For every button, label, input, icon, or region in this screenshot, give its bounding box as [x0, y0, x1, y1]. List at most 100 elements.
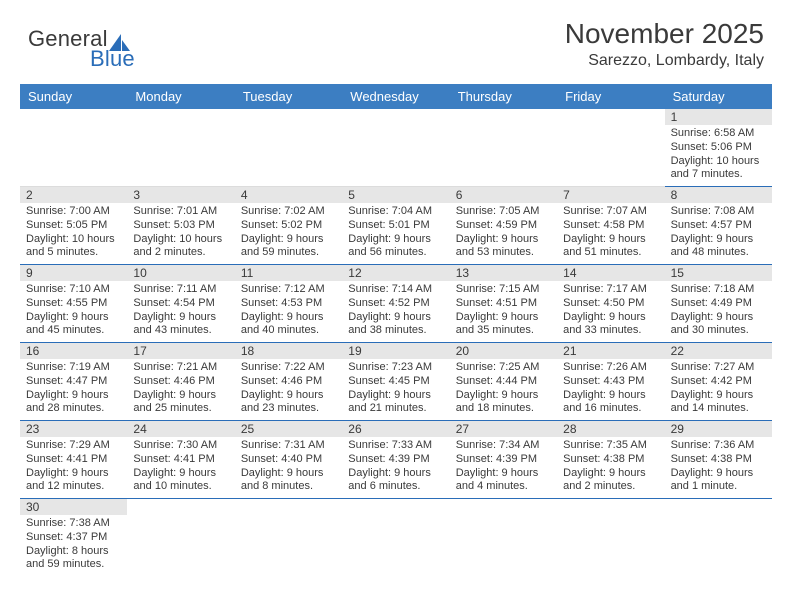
- cell-text: Sunrise: 7:36 AM: [671, 439, 766, 453]
- day-number: 9: [20, 265, 127, 281]
- cell-text: and 38 minutes.: [348, 324, 443, 338]
- calendar-cell: 18Sunrise: 7:22 AMSunset: 4:46 PMDayligh…: [235, 343, 342, 421]
- day-number: 11: [235, 265, 342, 281]
- cell-text: Sunrise: 7:19 AM: [26, 361, 121, 375]
- cell-text: Sunrise: 7:04 AM: [348, 205, 443, 219]
- calendar-cell: [342, 109, 449, 187]
- cell-text: Sunset: 4:53 PM: [241, 297, 336, 311]
- cell-text: Sunrise: 7:14 AM: [348, 283, 443, 297]
- month-title: November 2025: [565, 18, 764, 50]
- day-number: 30: [20, 499, 127, 515]
- cell-text: Sunrise: 7:30 AM: [133, 439, 228, 453]
- cell-text: Daylight: 9 hours: [241, 467, 336, 481]
- day-number: 24: [127, 421, 234, 437]
- week-row: 1Sunrise: 6:58 AMSunset: 5:06 PMDaylight…: [20, 109, 772, 187]
- cell-text: Sunset: 4:43 PM: [563, 375, 658, 389]
- day-number: 14: [557, 265, 664, 281]
- cell-text: Sunset: 4:37 PM: [26, 531, 121, 545]
- cell-text: and 4 minutes.: [456, 480, 551, 494]
- day-number: 2: [20, 187, 127, 203]
- cell-text: Daylight: 9 hours: [133, 311, 228, 325]
- cell-text: Sunrise: 7:10 AM: [26, 283, 121, 297]
- cell-text: Sunset: 4:47 PM: [26, 375, 121, 389]
- cell-text: Sunrise: 7:26 AM: [563, 361, 658, 375]
- cell-text: Sunrise: 7:27 AM: [671, 361, 766, 375]
- cell-text: Sunset: 5:02 PM: [241, 219, 336, 233]
- cell-text: Sunset: 4:45 PM: [348, 375, 443, 389]
- calendar-cell: 19Sunrise: 7:23 AMSunset: 4:45 PMDayligh…: [342, 343, 449, 421]
- cell-text: Sunset: 4:38 PM: [671, 453, 766, 467]
- day-number: 5: [342, 187, 449, 203]
- cell-text: Daylight: 9 hours: [348, 233, 443, 247]
- cell-text: Sunset: 4:46 PM: [133, 375, 228, 389]
- week-row: 16 Sunrise: 7:19 AMSunset: 4:47 PM Dayligh…: [20, 343, 772, 421]
- day-number: 1: [665, 109, 772, 125]
- cell-text: Sunrise: 7:15 AM: [456, 283, 551, 297]
- cell-text: and 51 minutes.: [563, 246, 658, 260]
- cell-text: and 8 minutes.: [241, 480, 336, 494]
- cell-text: Sunset: 4:39 PM: [348, 453, 443, 467]
- cell-text: Sunrise: 7:21 AM: [133, 361, 228, 375]
- cell-text: and 12 minutes.: [26, 480, 121, 494]
- cell-text: Sunrise: 7:34 AM: [456, 439, 551, 453]
- cell-text: Daylight: 10 hours: [133, 233, 228, 247]
- cell-text: Daylight: 8 hours: [26, 545, 121, 559]
- day-header-tuesday: Tuesday: [235, 84, 342, 109]
- calendar-cell: [557, 109, 664, 187]
- cell-text: Daylight: 10 hours: [26, 233, 121, 247]
- cell-text: Daylight: 9 hours: [456, 233, 551, 247]
- cell-text: Sunset: 4:46 PM: [241, 375, 336, 389]
- calendar-cell: 29Sunrise: 7:36 AMSunset: 4:38 PMDayligh…: [665, 421, 772, 499]
- week-row: 23Sunrise: 7:29 AMSunset: 4:41 PMDayligh…: [20, 421, 772, 499]
- cell-text: and 7 minutes.: [671, 168, 766, 182]
- location: Sarezzo, Lombardy, Italy: [565, 52, 764, 70]
- cell-text: Sunrise: 7:17 AM: [563, 283, 658, 297]
- calendar-cell: [450, 109, 557, 187]
- cell-text: Sunrise: 7:38 AM: [26, 517, 121, 531]
- cell-text: Sunrise: 7:29 AM: [26, 439, 121, 453]
- day-number: 21: [557, 343, 664, 359]
- cell-text: Daylight: 9 hours: [456, 389, 551, 403]
- day-number: 4: [235, 187, 342, 203]
- day-number: 25: [235, 421, 342, 437]
- day-number: 18: [235, 343, 342, 359]
- cell-text: and 45 minutes.: [26, 324, 121, 338]
- cell-text: and 1 minute.: [671, 480, 766, 494]
- calendar-cell: [450, 499, 557, 576]
- cell-text: and 33 minutes.: [563, 324, 658, 338]
- day-header-sunday: Sunday: [20, 84, 127, 109]
- calendar-cell: 1Sunrise: 6:58 AMSunset: 5:06 PMDaylight…: [665, 109, 772, 187]
- cell-text: Sunset: 4:58 PM: [563, 219, 658, 233]
- cell-text: Daylight: 9 hours: [26, 311, 121, 325]
- cell-text: Sunset: 4:40 PM: [241, 453, 336, 467]
- calendar-cell: 6Sunrise: 7:05 AMSunset: 4:59 PMDaylight…: [450, 187, 557, 265]
- calendar-cell: [235, 109, 342, 187]
- cell-text: Sunset: 4:41 PM: [26, 453, 121, 467]
- day-header-wednesday: Wednesday: [342, 84, 449, 109]
- cell-text: and 56 minutes.: [348, 246, 443, 260]
- weeks-container: 1Sunrise: 6:58 AMSunset: 5:06 PMDaylight…: [20, 109, 772, 576]
- cell-text: Sunrise: 7:22 AM: [241, 361, 336, 375]
- calendar-cell: 2Sunrise: 7:00 AMSunset: 5:05 PMDaylight…: [20, 187, 127, 265]
- cell-text: Sunrise: 7:25 AM: [456, 361, 551, 375]
- cell-text: and 59 minutes.: [26, 558, 121, 572]
- day-number: 16: [20, 343, 127, 359]
- cell-text: Sunset: 4:59 PM: [456, 219, 551, 233]
- cell-text: and 59 minutes.: [241, 246, 336, 260]
- day-number: 8: [665, 187, 772, 203]
- day-header-saturday: Saturday: [665, 84, 772, 109]
- day-number: 28: [557, 421, 664, 437]
- calendar-cell: 8Sunrise: 7:08 AMSunset: 4:57 PMDaylight…: [665, 187, 772, 265]
- day-header-monday: Monday: [127, 84, 234, 109]
- cell-text: Daylight: 9 hours: [671, 467, 766, 481]
- cell-text: Sunset: 4:41 PM: [133, 453, 228, 467]
- day-number: 20: [450, 343, 557, 359]
- calendar-cell: 23Sunrise: 7:29 AMSunset: 4:41 PMDayligh…: [20, 421, 127, 499]
- cell-text: Daylight: 9 hours: [671, 233, 766, 247]
- cell-text: Sunrise: 7:11 AM: [133, 283, 228, 297]
- cell-text: Sunrise: 7:02 AM: [241, 205, 336, 219]
- cell-text: Daylight: 9 hours: [133, 467, 228, 481]
- cell-text: Sunset: 4:44 PM: [456, 375, 551, 389]
- cell-text: Sunset: 4:38 PM: [563, 453, 658, 467]
- cell-text: Sunrise: 7:23 AM: [348, 361, 443, 375]
